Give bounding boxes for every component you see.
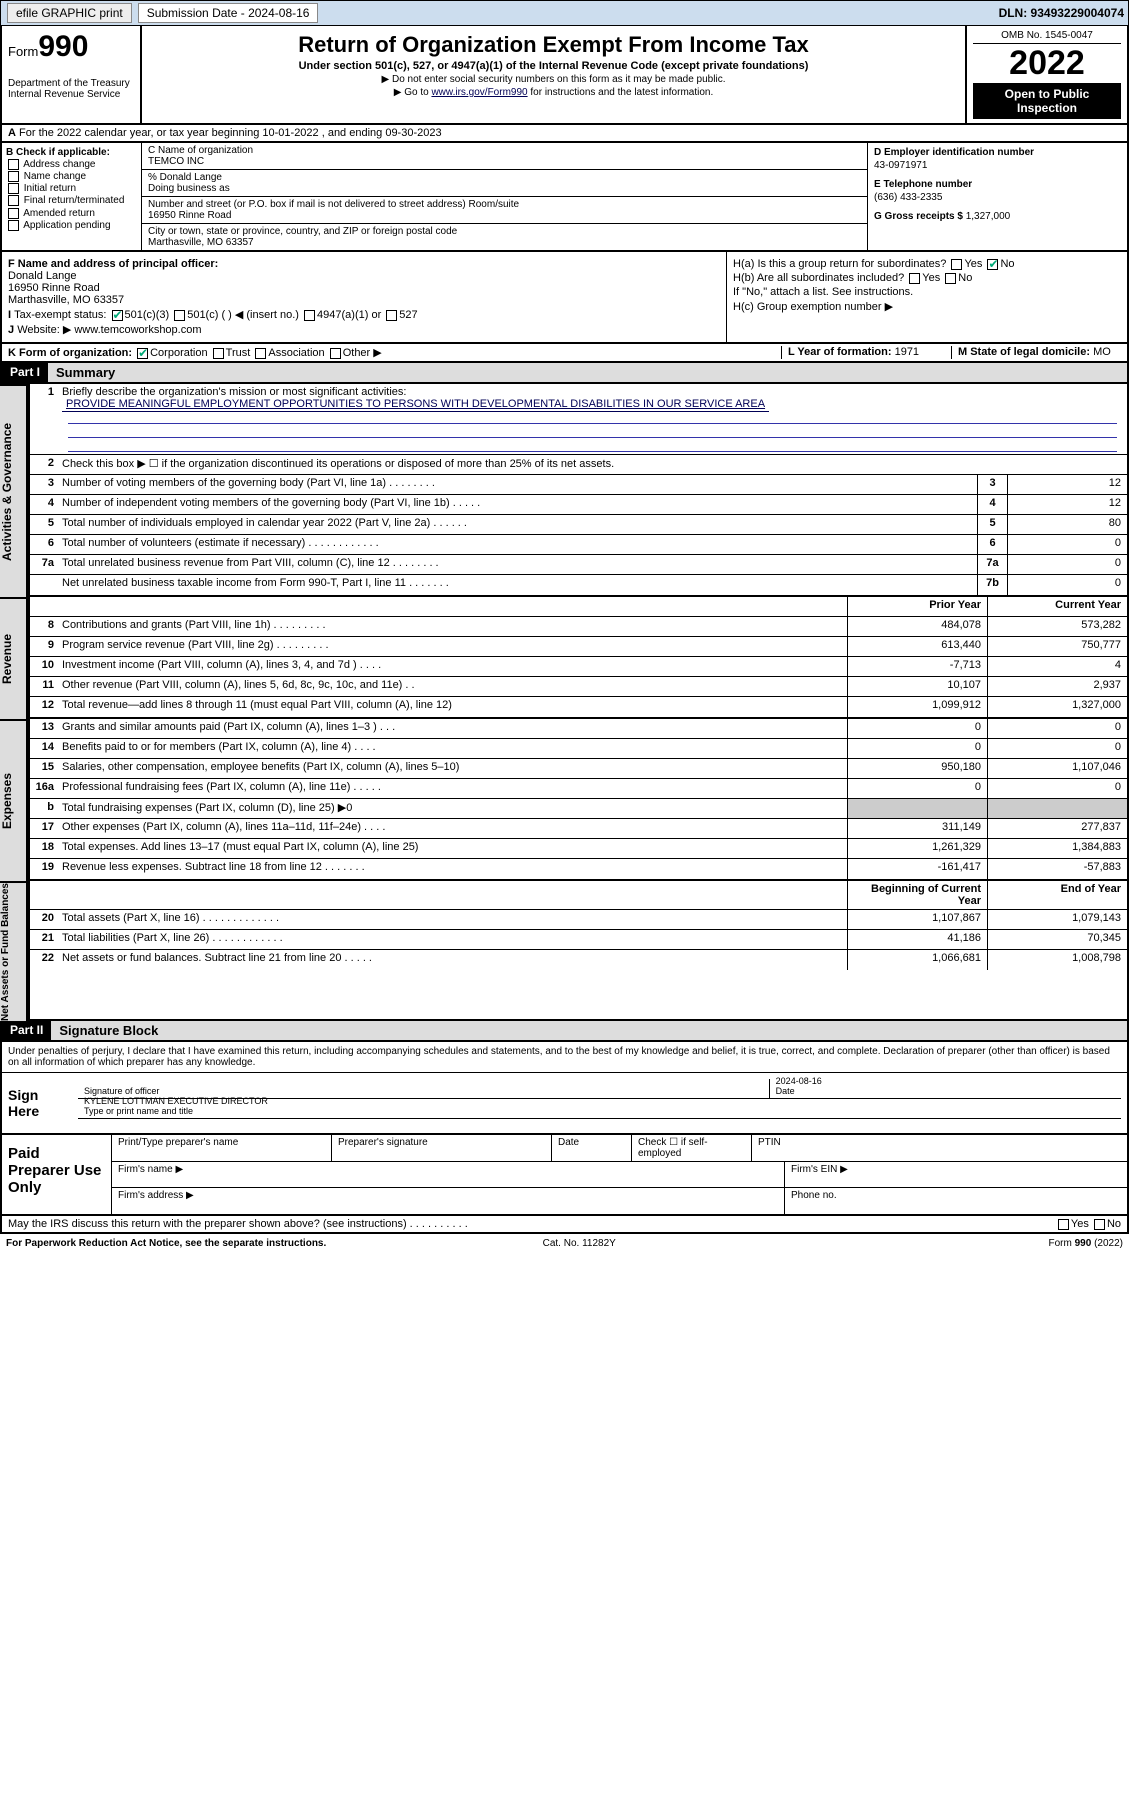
checkbox-discuss-no[interactable] xyxy=(1094,1219,1105,1230)
section-bcd: B Check if applicable: Address change Na… xyxy=(0,143,1129,252)
footer: For Paperwork Reduction Act Notice, see … xyxy=(0,1234,1129,1253)
checkbox-trust[interactable] xyxy=(213,348,224,359)
col-b: B Check if applicable: Address change Na… xyxy=(2,143,142,250)
care-of: % Donald Lange xyxy=(148,172,222,183)
sig-name: KYLENE LOTTMAN EXECUTIVE DIRECTOR xyxy=(84,1096,1115,1106)
checkbox-hb-yes[interactable] xyxy=(909,273,920,284)
checkbox-other[interactable] xyxy=(330,348,341,359)
sidebar-revenue: Revenue xyxy=(0,597,28,719)
sig-date: 2024-08-16 xyxy=(776,1076,1115,1086)
checkbox-527[interactable] xyxy=(386,310,397,321)
part1-header: Part I Summary xyxy=(0,363,1129,384)
year-formation: 1971 xyxy=(895,346,919,358)
city-state-zip: Marthasville, MO 63357 xyxy=(148,237,254,248)
discuss-row: May the IRS discuss this return with the… xyxy=(0,1216,1129,1234)
dln: DLN: 93493229004074 xyxy=(999,6,1124,20)
paid-preparer: Paid Preparer Use Only Print/Type prepar… xyxy=(0,1135,1129,1216)
department: Department of the Treasury Internal Reve… xyxy=(8,78,134,100)
omb-number: OMB No. 1545-0047 xyxy=(973,30,1121,44)
principal-officer: Donald Lange 16950 Rinne Road Marthasvil… xyxy=(8,270,124,306)
col-c: C Name of organizationTEMCO INC % Donald… xyxy=(142,143,867,250)
checkbox-4947[interactable] xyxy=(304,310,315,321)
form-subtitle: Under section 501(c), 527, or 4947(a)(1)… xyxy=(148,60,959,72)
checkbox-corp[interactable] xyxy=(137,348,148,359)
org-name: TEMCO INC xyxy=(148,156,204,167)
checkbox-hb-no[interactable] xyxy=(945,273,956,284)
checkbox-assoc[interactable] xyxy=(255,348,266,359)
form-title: Return of Organization Exempt From Incom… xyxy=(148,32,959,58)
street-address: 16950 Rinne Road xyxy=(148,210,231,221)
checkbox-501c[interactable] xyxy=(174,310,185,321)
part2-header: Part II Signature Block xyxy=(0,1021,1129,1042)
checkbox-ha-yes[interactable] xyxy=(951,259,962,270)
form-header: Form990 Department of the Treasury Inter… xyxy=(0,26,1129,125)
state-domicile: MO xyxy=(1093,346,1111,358)
sidebar-governance: Activities & Governance xyxy=(0,384,28,597)
irs-link[interactable]: www.irs.gov/Form990 xyxy=(431,87,527,98)
open-public: Open to Public Inspection xyxy=(973,83,1121,119)
checkbox-501c3[interactable] xyxy=(112,310,123,321)
ein: 43-0971971 xyxy=(874,160,1121,171)
mission: PROVIDE MEANINGFUL EMPLOYMENT OPPORTUNIT… xyxy=(62,398,769,412)
line-a: A For the 2022 calendar year, or tax yea… xyxy=(0,125,1129,143)
top-bar: efile GRAPHIC print Submission Date - 20… xyxy=(0,0,1129,26)
checkbox-discuss-yes[interactable] xyxy=(1058,1219,1069,1230)
note-link: ▶ Go to www.irs.gov/Form990 for instruct… xyxy=(148,87,959,98)
submission-date: Submission Date - 2024-08-16 xyxy=(138,3,319,23)
sidebar-net-assets: Net Assets or Fund Balances xyxy=(0,881,28,1021)
efile-button[interactable]: efile GRAPHIC print xyxy=(7,3,132,23)
row-klm: K Form of organization: Corporation Trus… xyxy=(0,344,1129,363)
note-ssn: ▶ Do not enter social security numbers o… xyxy=(148,74,959,85)
signature-block: Under penalties of perjury, I declare th… xyxy=(0,1042,1129,1135)
form-version: Form 990 (2022) xyxy=(1049,1238,1124,1249)
col-d: D Employer identification number 43-0971… xyxy=(867,143,1127,250)
tax-year: 2022 xyxy=(973,44,1121,83)
sidebar-expenses: Expenses xyxy=(0,719,28,881)
telephone: (636) 433-2335 xyxy=(874,192,1121,203)
gross-receipts: 1,327,000 xyxy=(966,211,1011,222)
form-number: Form990 xyxy=(8,30,134,64)
checkbox-ha-no[interactable] xyxy=(987,259,998,270)
section-fijh: F Name and address of principal officer:… xyxy=(0,252,1129,344)
website: www.temcoworkshop.com xyxy=(74,324,201,336)
